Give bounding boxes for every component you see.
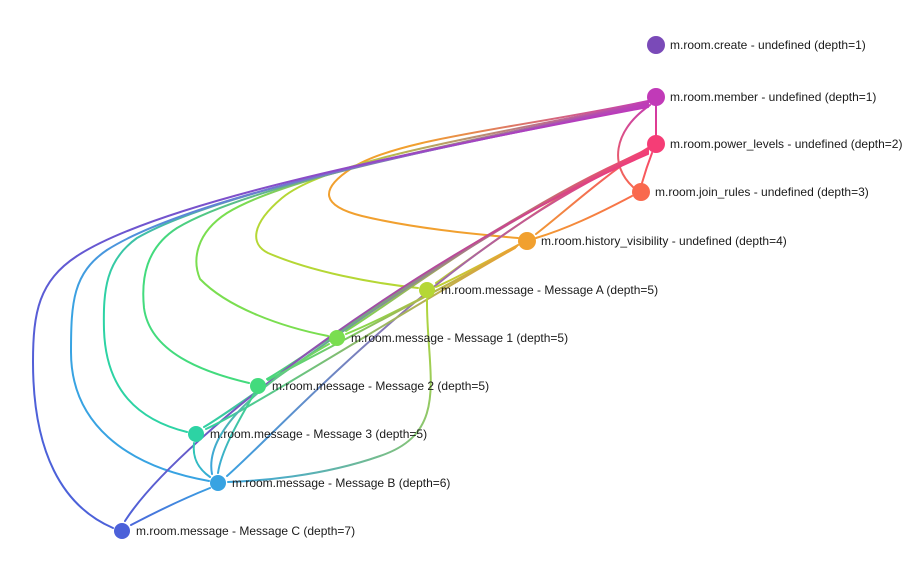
- event-node-msgB[interactable]: [210, 475, 226, 491]
- edge-member-msgA: [255, 101, 649, 289]
- edge-member-msg1: [195, 102, 649, 337]
- event-node-member[interactable]: [647, 88, 665, 106]
- event-label-member: m.room.member - undefined (depth=1): [670, 90, 876, 104]
- edge-member-join_rules: [617, 104, 651, 188]
- event-label-msgC: m.room.message - Message C (depth=7): [136, 524, 355, 538]
- event-label-power_levels: m.room.power_levels - undefined (depth=2…: [670, 137, 902, 151]
- edge-member-msgC: [31, 106, 649, 529]
- edge-msgA-msgB: [227, 298, 432, 483]
- event-node-power_levels[interactable]: [647, 135, 665, 153]
- event-label-msg3: m.room.message - Message 3 (depth=5): [210, 427, 427, 441]
- edge-msg1-msgB: [210, 343, 330, 475]
- edge-power_levels-msgB: [226, 152, 649, 477]
- event-label-history_visibility: m.room.history_visibility - undefined (d…: [541, 234, 787, 248]
- edge-history_visibility-msg3: [205, 247, 516, 430]
- edge-power_levels-msgC: [124, 153, 649, 522]
- event-label-join_rules: m.room.join_rules - undefined (depth=3): [655, 185, 869, 199]
- edge-msgB-msgC: [130, 487, 211, 526]
- event-label-msgA: m.room.message - Message A (depth=5): [441, 283, 658, 297]
- edge-join_rules-history_visibility: [535, 195, 633, 239]
- event-node-join_rules[interactable]: [632, 183, 650, 201]
- event-node-create[interactable]: [647, 36, 665, 54]
- event-label-msg1: m.room.message - Message 1 (depth=5): [351, 331, 568, 345]
- edge-member-history_visibility: [328, 100, 649, 239]
- event-label-msg2: m.room.message - Message 2 (depth=5): [272, 379, 489, 393]
- event-label-msgB: m.room.message - Message B (depth=6): [232, 476, 450, 490]
- event-node-msg2[interactable]: [250, 378, 266, 394]
- event-node-msgC[interactable]: [114, 523, 130, 539]
- edge-power_levels-join_rules: [641, 152, 653, 184]
- edge-history_visibility-msgA: [435, 244, 519, 288]
- edge-msg3-msgB: [192, 442, 211, 478]
- event-label-create: m.room.create - undefined (depth=1): [670, 38, 866, 52]
- event-node-msg3[interactable]: [188, 426, 204, 442]
- event-node-msgA[interactable]: [419, 282, 435, 298]
- edge-msg2-msgB: [217, 393, 255, 474]
- event-node-history_visibility[interactable]: [518, 232, 536, 250]
- event-node-msg1[interactable]: [329, 330, 345, 346]
